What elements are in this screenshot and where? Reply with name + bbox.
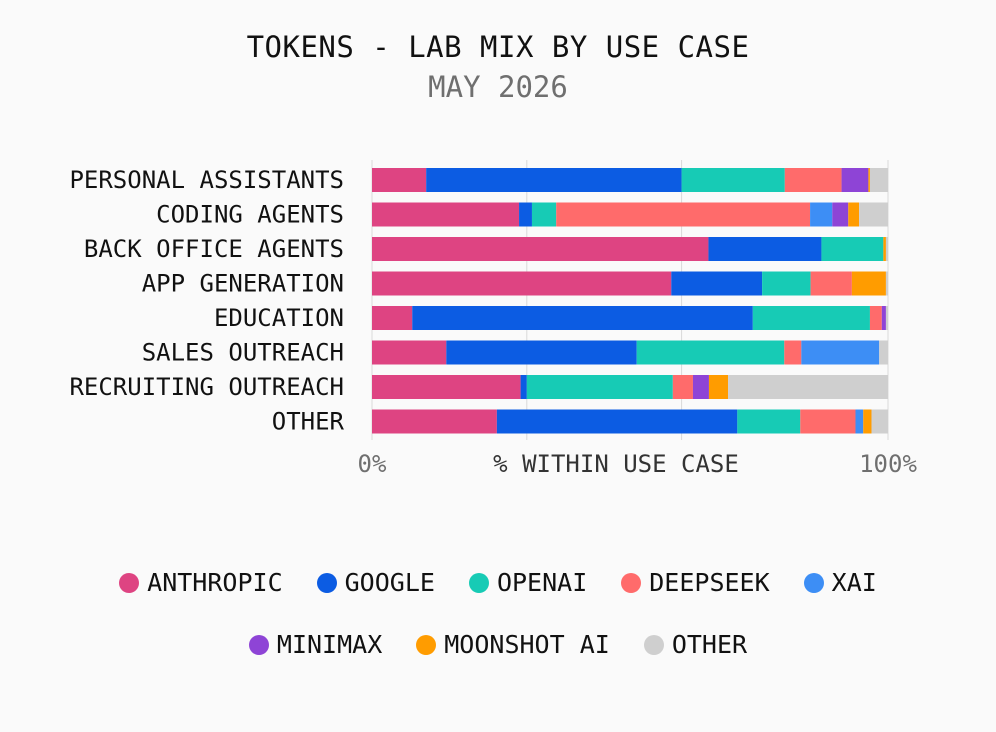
bar-segment <box>883 237 886 261</box>
bar-segment <box>692 375 709 399</box>
chart-title: TOKENS - LAB MIX BY USE CASE <box>246 30 750 64</box>
bar-segment <box>372 409 497 434</box>
bar-segment <box>372 237 709 261</box>
bar-segment <box>821 237 884 261</box>
category-label: OTHER <box>272 408 345 436</box>
bar-segment <box>885 306 888 330</box>
legend-swatch <box>468 572 489 593</box>
bar-segment <box>372 168 427 192</box>
bar-segment <box>372 340 447 365</box>
bar-segment <box>426 168 682 192</box>
legend-label: MOONSHOT AI <box>444 630 610 659</box>
bar-segment <box>708 375 729 399</box>
category-label: APP GENERATION <box>142 270 344 298</box>
stacked-bar-chart: PERSONAL ASSISTANTS CODING AGENTS BACK OFF… <box>69 160 917 478</box>
legend-swatch <box>119 572 140 593</box>
category-label: BACK OFFICE AGENTS <box>84 235 344 263</box>
legend-swatch <box>248 634 269 655</box>
bar-segment <box>446 340 637 365</box>
bar-segment <box>784 168 842 192</box>
legend-label: OPENAI <box>496 568 588 597</box>
bar-segment <box>556 202 811 227</box>
bar-segment <box>801 340 880 365</box>
chart-subtitle: MAY 2026 <box>428 70 568 104</box>
legend-item: MINIMAX <box>248 630 383 659</box>
bar-segment <box>885 271 888 296</box>
legend-label: ANTHROPIC <box>147 568 283 597</box>
bar-segment <box>708 237 822 261</box>
bar-segment <box>681 168 785 192</box>
bar-segment <box>879 340 888 365</box>
bar-segment <box>372 306 413 330</box>
category-label: EDUCATION <box>214 304 344 332</box>
legend-item: OTHER <box>643 630 748 659</box>
bar-segment <box>520 375 527 399</box>
bar-segment <box>672 375 693 399</box>
x-tick-label: 100% <box>859 450 917 478</box>
category-label: SALES OUTREACH <box>142 339 344 367</box>
bar-segment <box>737 409 801 434</box>
bar-segment <box>869 306 882 330</box>
bar-segment <box>372 202 520 227</box>
legend-item: DEEPSEEK <box>621 568 770 597</box>
legend-swatch <box>416 634 437 655</box>
bar-segment <box>784 340 802 365</box>
bar-segment <box>728 375 888 399</box>
legend-item: GOOGLE <box>316 568 435 597</box>
bar-segment <box>526 375 673 399</box>
bar-segment <box>810 202 833 227</box>
bar-segment <box>636 340 785 365</box>
bar-segment <box>752 306 870 330</box>
bar-segment <box>372 375 521 399</box>
bar-segment <box>372 271 672 296</box>
bar-segment <box>863 409 872 434</box>
bar-segment <box>412 306 753 330</box>
legend-swatch <box>803 572 824 593</box>
legend-swatch <box>643 634 664 655</box>
legend-item: MOONSHOT AI <box>416 630 610 659</box>
legend-item: ANTHROPIC <box>119 568 283 597</box>
bar-segment <box>671 271 763 296</box>
bar-segment <box>496 409 738 434</box>
legend-label: XAI <box>831 568 877 597</box>
bar-segment <box>762 271 811 296</box>
bar-segment <box>855 409 864 434</box>
bar-segment <box>885 237 888 261</box>
legend-swatch <box>316 572 337 593</box>
bar-segment <box>519 202 532 227</box>
bar-segment <box>868 168 870 192</box>
bar-segment <box>800 409 856 434</box>
legend-label: GOOGLE <box>344 568 435 597</box>
legend-swatch <box>621 572 642 593</box>
x-tick-label: 0% <box>358 450 387 478</box>
legend-row-2: MINIMAX MOONSHOT AI OTHER <box>0 630 996 659</box>
bar-segment <box>531 202 557 227</box>
legend-label: OTHER <box>671 630 748 659</box>
category-label: RECRUITING OUTREACH <box>69 373 344 401</box>
bar-segment <box>841 168 869 192</box>
legend-item: XAI <box>803 568 877 597</box>
bar-segment <box>832 202 849 227</box>
legend-row-1: ANTHROPIC GOOGLE OPENAI DEEPSEEK XAI <box>0 568 996 597</box>
bar-segment <box>881 306 886 330</box>
legend-label: MINIMAX <box>276 630 383 659</box>
legend-item: OPENAI <box>468 568 588 597</box>
bar-segment <box>859 202 888 227</box>
bar-segment <box>810 271 852 296</box>
category-label: CODING AGENTS <box>156 201 344 229</box>
x-axis-label: % WITHIN USE CASE <box>493 450 739 478</box>
bar-segment <box>871 409 888 434</box>
category-label: PERSONAL ASSISTANTS <box>69 166 344 194</box>
bar-segment <box>851 271 886 296</box>
bar-segment <box>848 202 860 227</box>
legend-label: DEEPSEEK <box>649 568 770 597</box>
bar-segment <box>869 168 888 192</box>
